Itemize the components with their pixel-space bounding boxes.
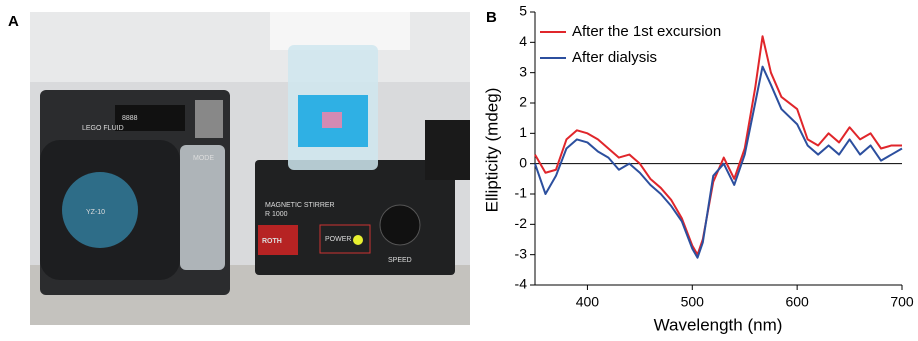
dark-object [425,120,470,180]
power-led [353,235,363,245]
y-tick-label: -4 [515,276,528,292]
y-tick-label: 3 [519,63,527,79]
pump-rotor [62,172,138,248]
x-tick-label: 700 [890,294,914,310]
foam [270,12,410,50]
panel-label: A [8,13,19,30]
y-tick-label: 1 [519,124,527,140]
photo-text: LEGO FLUID [82,125,124,132]
legend-label: After dialysis [572,49,657,66]
photo-text: SPEED [388,257,412,264]
legend-label: After the 1st excursion [572,23,721,40]
y-tick-label: 5 [519,3,527,19]
photo-text: 8888 [122,115,138,122]
photo-text: MODE [193,155,214,162]
photo-text: ROTH [262,238,282,245]
y-tick-label: 4 [519,33,527,49]
y-tick-label: 2 [519,94,527,110]
sample [322,112,342,128]
series-line [534,65,903,259]
y-axis-label: Ellipticity (mdeg) [482,88,501,213]
x-tick-label: 600 [785,294,809,310]
y-tick-label: -3 [515,245,528,261]
pump-arrows [195,100,223,138]
stirrer [255,160,455,275]
photo: LEGO FLUID 8888 MODE MAGNETIC STIRRER R … [30,12,470,325]
photo-text: R 1000 [265,211,288,218]
x-tick-label: 400 [576,294,600,310]
panel-label: B [486,9,497,26]
y-tick-label: -1 [515,185,528,201]
roth-logo [258,225,298,255]
x-tick-label: 500 [681,294,705,310]
photo-text: MAGNETIC STIRRER [265,202,335,209]
x-axis-label: Wavelength (nm) [654,315,783,334]
y-tick-label: 0 [519,154,527,170]
pump-display [115,105,185,131]
power-box [319,224,371,254]
speed-knob [379,204,421,246]
photo-text: POWER [325,236,351,243]
photo-text: YZ-10 [86,209,105,216]
y-tick-label: -2 [515,215,528,231]
pump-panel [180,145,225,270]
